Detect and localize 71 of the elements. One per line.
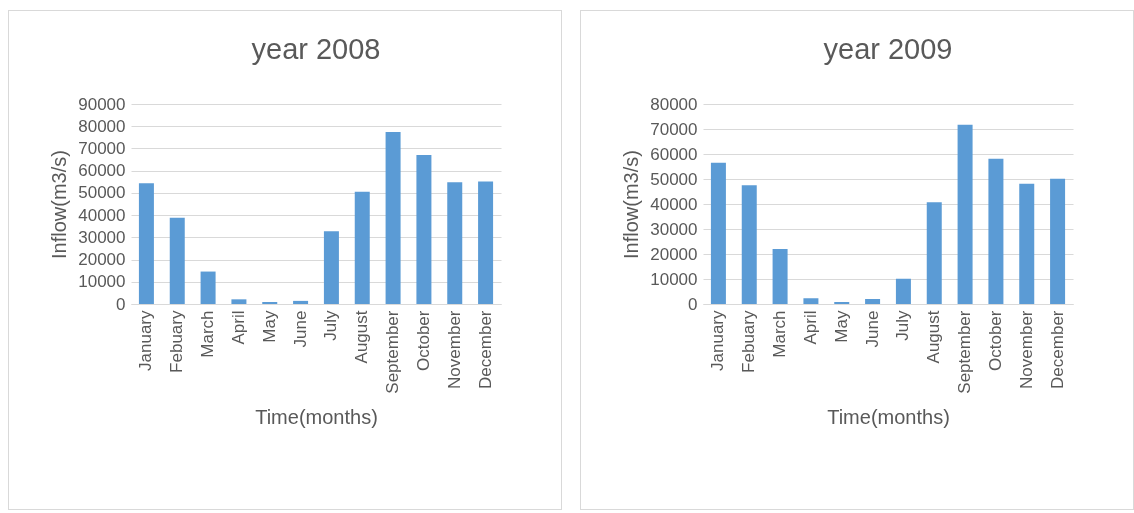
x-tick-label: June <box>290 310 310 348</box>
bar <box>1050 178 1066 304</box>
x-tick-label: November <box>1016 310 1036 389</box>
y-tick-label: 80000 <box>650 94 698 114</box>
bar <box>957 124 973 304</box>
y-tick-label: 0 <box>116 294 126 314</box>
x-tick-label: September <box>383 310 403 394</box>
bar <box>231 299 247 304</box>
bar <box>354 191 370 304</box>
bar <box>865 299 881 304</box>
y-tick-label: 90000 <box>78 94 126 114</box>
bar <box>772 249 788 304</box>
y-axis-title: Inflow(m3/s) <box>620 150 643 259</box>
x-tick-label: April <box>228 310 248 345</box>
y-axis-title: Inflow(m3/s) <box>48 150 71 259</box>
bar <box>895 278 911 304</box>
bar <box>416 155 432 304</box>
y-tick-label: 50000 <box>78 183 126 203</box>
bar <box>803 298 819 304</box>
x-tick-label: January <box>708 310 728 371</box>
bar <box>988 158 1004 304</box>
bar <box>926 202 942 304</box>
bar <box>200 271 216 304</box>
y-tick-label: 20000 <box>650 244 698 264</box>
bar <box>478 181 494 304</box>
x-tick-label: October <box>413 310 433 371</box>
x-tick-label: November <box>444 310 464 389</box>
x-axis-title: Time(months) <box>255 405 378 428</box>
bar <box>169 217 185 304</box>
x-tick-label: May <box>831 310 851 343</box>
y-tick-label: 60000 <box>78 161 126 181</box>
x-tick-label: August <box>352 310 372 364</box>
bar <box>447 182 463 304</box>
x-tick-label: Febuary <box>739 310 759 373</box>
bar <box>741 185 757 304</box>
bar <box>293 300 309 304</box>
y-tick-label: 30000 <box>78 227 126 247</box>
x-tick-label: May <box>259 310 279 343</box>
y-tick-label: 30000 <box>650 219 698 239</box>
y-tick-label: 50000 <box>650 169 698 189</box>
x-tick-label: October <box>985 310 1005 371</box>
x-tick-label: January <box>136 310 156 371</box>
x-tick-label: Febuary <box>167 310 187 373</box>
x-tick-label: December <box>1047 310 1067 389</box>
y-tick-label: 60000 <box>650 144 698 164</box>
bar <box>385 132 401 304</box>
y-tick-label: 20000 <box>78 250 126 270</box>
y-tick-label: 70000 <box>650 119 698 139</box>
y-tick-label: 40000 <box>78 205 126 225</box>
y-tick-label: 0 <box>688 294 698 314</box>
y-tick-label: 10000 <box>650 269 698 289</box>
x-tick-label: July <box>893 310 913 341</box>
x-tick-label: March <box>198 310 218 358</box>
x-axis-title: Time(months) <box>827 405 950 428</box>
y-tick-label: 80000 <box>78 116 126 136</box>
x-tick-label: April <box>800 310 820 345</box>
x-tick-label: September <box>955 310 975 394</box>
chart-title: year 2009 <box>823 33 953 65</box>
bar <box>138 183 154 304</box>
bar <box>1019 183 1035 304</box>
x-tick-label: June <box>862 310 882 348</box>
bar <box>710 162 726 304</box>
x-tick-label: December <box>475 310 495 389</box>
y-tick-label: 40000 <box>650 194 698 214</box>
x-tick-label: March <box>770 310 790 358</box>
x-tick-label: July <box>321 310 341 341</box>
chart-title: year 2008 <box>251 33 381 65</box>
y-tick-label: 70000 <box>78 138 126 158</box>
bar <box>323 231 339 304</box>
x-tick-label: August <box>924 310 944 364</box>
y-tick-label: 10000 <box>78 272 126 292</box>
